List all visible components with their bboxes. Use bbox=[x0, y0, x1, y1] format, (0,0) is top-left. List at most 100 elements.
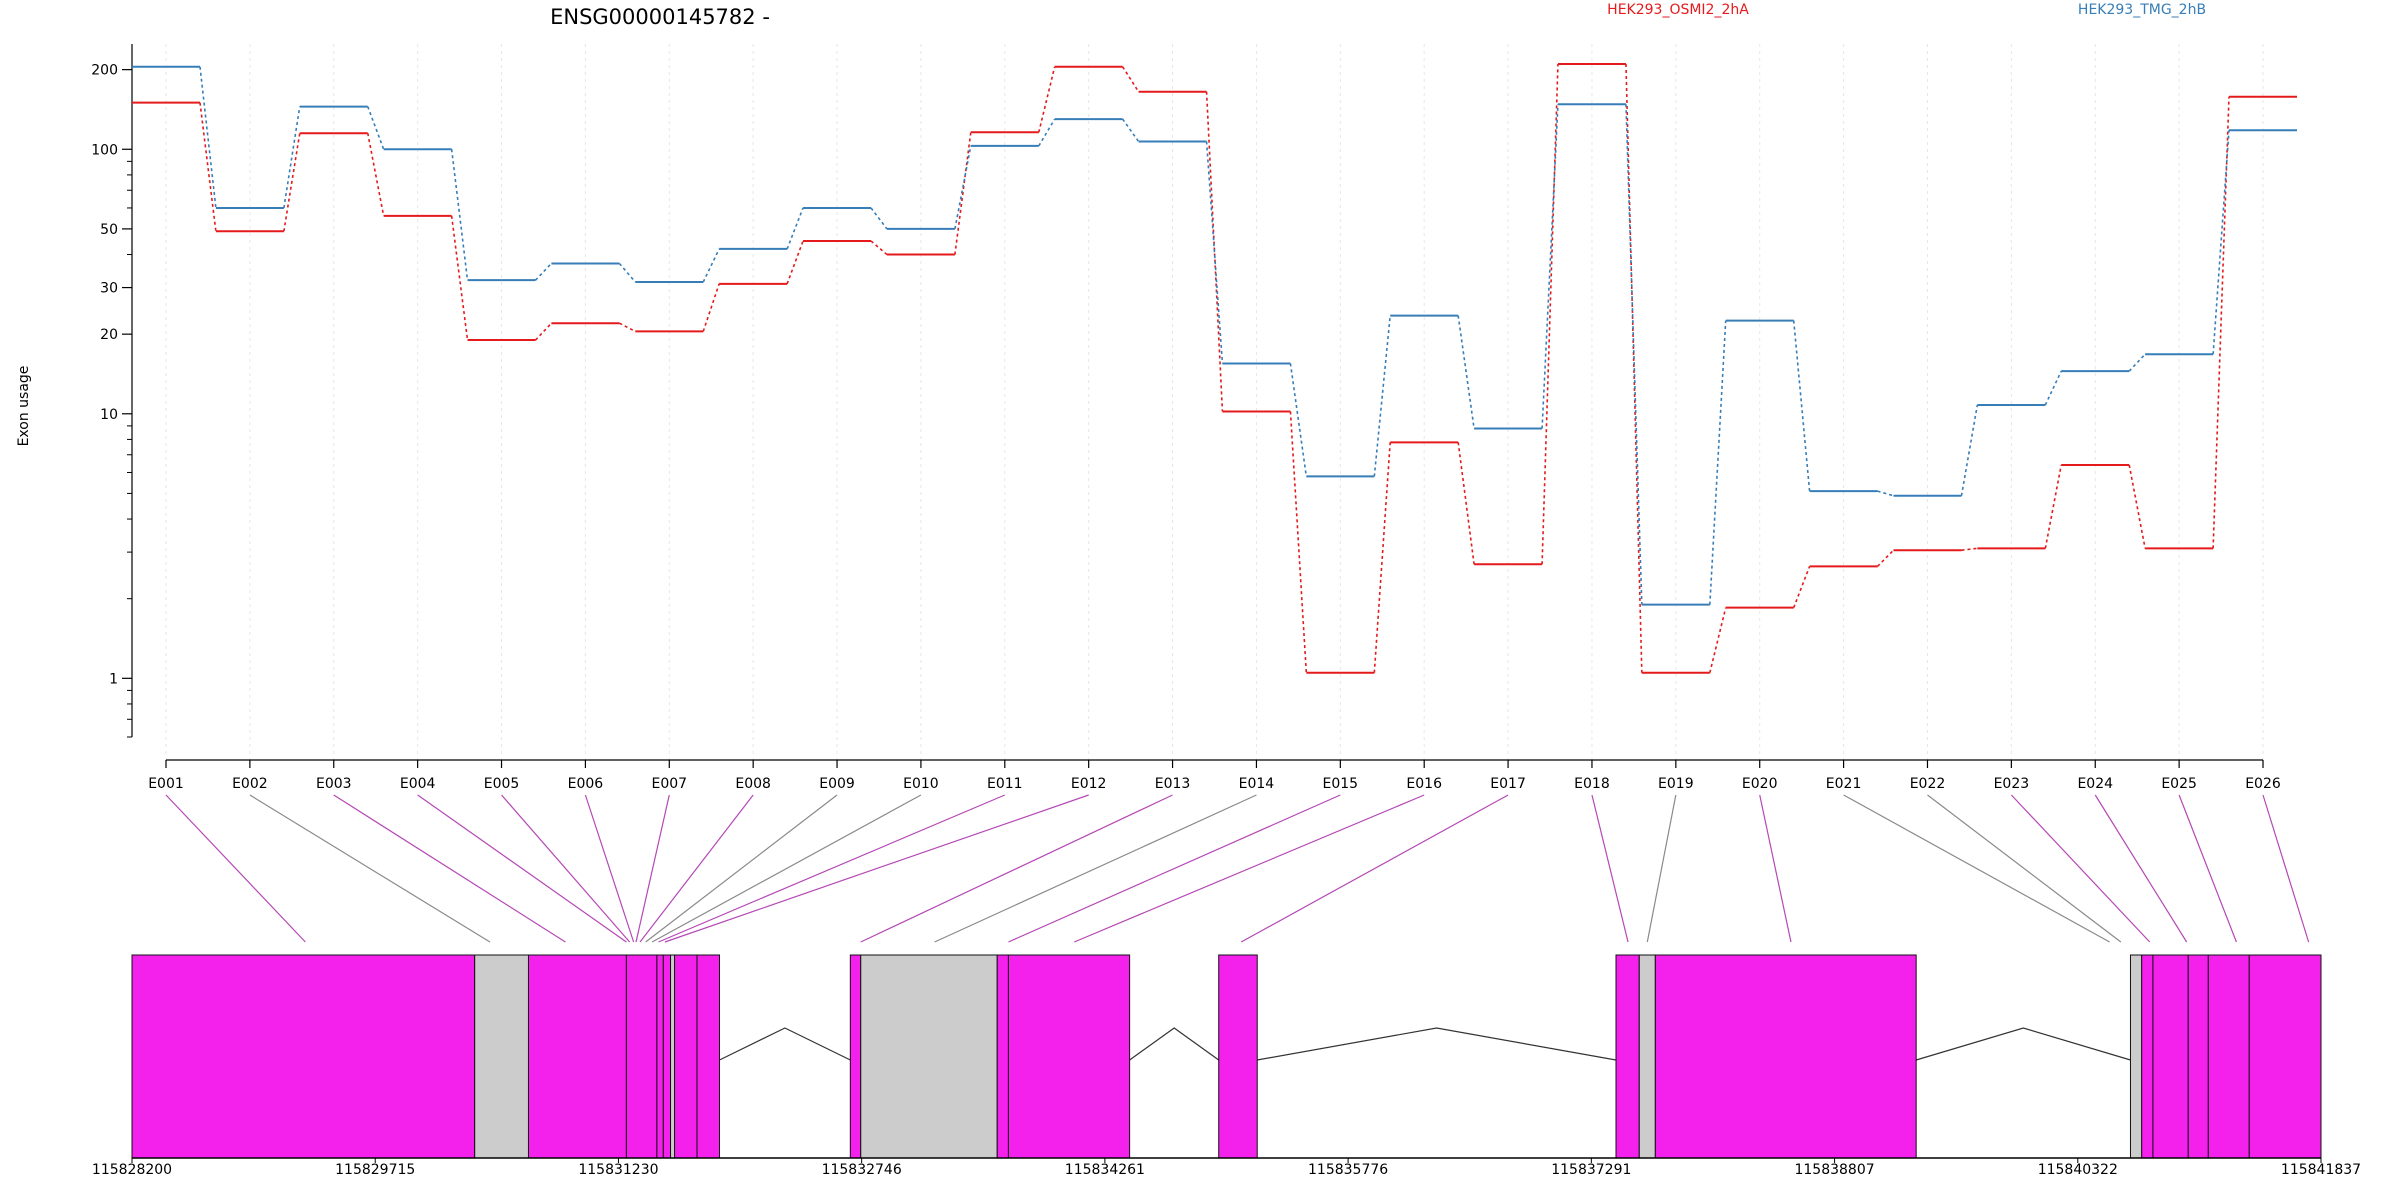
x-tick-label: E002 bbox=[232, 776, 268, 792]
series-connector bbox=[283, 106, 301, 209]
series-connector bbox=[870, 240, 888, 256]
series-connector bbox=[1792, 566, 1811, 608]
exon-connector bbox=[1843, 794, 2110, 943]
exon-connector bbox=[165, 794, 306, 943]
series-connector bbox=[283, 133, 301, 232]
series-connector bbox=[702, 283, 720, 332]
x-tick-label: E001 bbox=[148, 776, 184, 792]
grey-exon-segment bbox=[670, 954, 676, 1159]
series-connector bbox=[2044, 370, 2062, 406]
exon-connector bbox=[639, 794, 754, 943]
exon-connector bbox=[249, 794, 491, 943]
series-connector bbox=[619, 322, 636, 333]
x-tick-label: E017 bbox=[1490, 776, 1526, 792]
coord-tick-label: 115832746 bbox=[822, 1162, 902, 1178]
coord-tick-label: 115837291 bbox=[1551, 1162, 1631, 1178]
x-tick-label: E025 bbox=[2161, 776, 2197, 792]
exon-connector bbox=[1591, 794, 1629, 943]
series-connector bbox=[1541, 104, 1559, 429]
series-connector bbox=[954, 145, 972, 230]
exon-connector bbox=[1927, 794, 2122, 943]
series-connector bbox=[1373, 315, 1391, 477]
series-connector bbox=[534, 322, 552, 341]
x-tick-label: E015 bbox=[1323, 776, 1359, 792]
series-connector bbox=[2128, 464, 2146, 549]
exon-connector bbox=[584, 794, 635, 943]
exon-segment bbox=[2141, 954, 2154, 1159]
coord-tick-label: 115828200 bbox=[92, 1162, 172, 1178]
series-connector bbox=[1205, 141, 1224, 364]
exon-connectors bbox=[165, 794, 2310, 943]
y-tick-label: 1 bbox=[109, 671, 118, 687]
x-tick-label: E008 bbox=[735, 776, 771, 792]
exon-segment bbox=[1615, 954, 1640, 1159]
intron-line bbox=[1915, 1027, 2131, 1061]
series-connector bbox=[199, 102, 217, 232]
series-connector bbox=[199, 66, 217, 209]
x-tick-label: E022 bbox=[1910, 776, 1946, 792]
grey-exon-segment bbox=[474, 954, 529, 1159]
exon-segment bbox=[131, 954, 476, 1159]
series-connector bbox=[618, 262, 636, 283]
exon-connector bbox=[645, 794, 838, 943]
y-tick-label: 50 bbox=[100, 222, 118, 238]
series-connector bbox=[1709, 607, 1727, 673]
series-connector bbox=[1960, 404, 1979, 496]
exon-segment bbox=[1654, 954, 1917, 1159]
x-tick-label: E016 bbox=[1406, 776, 1442, 792]
exon-connector bbox=[934, 794, 1257, 943]
axes: 1 10 20 30 50 100 200 E001 E002 E003 E004 E005 E006 E… bbox=[91, 44, 2281, 792]
exon-segment bbox=[696, 954, 721, 1159]
grey-exon-segment bbox=[2129, 954, 2143, 1159]
y-tick-label: 10 bbox=[100, 407, 118, 423]
series-connector bbox=[366, 133, 385, 217]
exon-segment bbox=[2207, 954, 2250, 1159]
coord-tick-label: 115829715 bbox=[335, 1162, 415, 1178]
x-tick-label: E024 bbox=[2077, 776, 2113, 792]
x-tick-label: E007 bbox=[651, 776, 687, 792]
series-connector bbox=[1709, 320, 1727, 605]
series-connector bbox=[1877, 549, 1895, 567]
exon-connector bbox=[417, 794, 627, 943]
exon-segment bbox=[849, 954, 862, 1159]
series-connector bbox=[786, 207, 804, 250]
series-lines bbox=[132, 63, 2297, 674]
exon-connector bbox=[1759, 794, 1792, 943]
series-0 bbox=[132, 63, 2297, 674]
y-tick-label: 100 bbox=[91, 142, 118, 158]
series-connector bbox=[1038, 118, 1056, 147]
x-tick-label: E020 bbox=[1742, 776, 1778, 792]
exon-segment bbox=[1007, 954, 1131, 1159]
exon-connector bbox=[635, 794, 670, 943]
intron-line bbox=[1257, 1027, 1617, 1061]
exon-connector bbox=[1646, 794, 1677, 943]
gene-model: 115828200 115829715 115831230 115832746 1158… bbox=[92, 954, 2361, 1178]
exon-connector bbox=[860, 794, 1173, 943]
exon-connector bbox=[2262, 794, 2310, 943]
exon-connector bbox=[2178, 794, 2237, 943]
x-tick-label: E003 bbox=[316, 776, 352, 792]
intron-line bbox=[719, 1027, 851, 1061]
x-tick-label: E019 bbox=[1658, 776, 1694, 792]
coord-tick-label: 115841837 bbox=[2281, 1162, 2361, 1178]
x-tick-label: E023 bbox=[1994, 776, 2030, 792]
coord-tick-label: 115831230 bbox=[578, 1162, 658, 1178]
series-connector bbox=[954, 132, 972, 255]
chart-title: ENSG00000145782 - bbox=[550, 5, 770, 29]
x-tick-label: E009 bbox=[819, 776, 855, 792]
exon-segment bbox=[2152, 954, 2189, 1159]
exon-segment bbox=[527, 954, 627, 1159]
vertical-grid bbox=[165, 44, 2264, 760]
series-connector bbox=[1289, 411, 1308, 673]
series-connector bbox=[1877, 490, 1894, 497]
series-connector bbox=[450, 149, 469, 281]
exon-connector bbox=[501, 794, 631, 943]
y-tick-label: 20 bbox=[100, 327, 118, 343]
exon-segment bbox=[656, 954, 664, 1159]
series-connector bbox=[1457, 315, 1475, 429]
series-connector bbox=[1205, 91, 1224, 412]
exon-connector bbox=[658, 794, 1006, 943]
series-connector bbox=[450, 215, 469, 341]
